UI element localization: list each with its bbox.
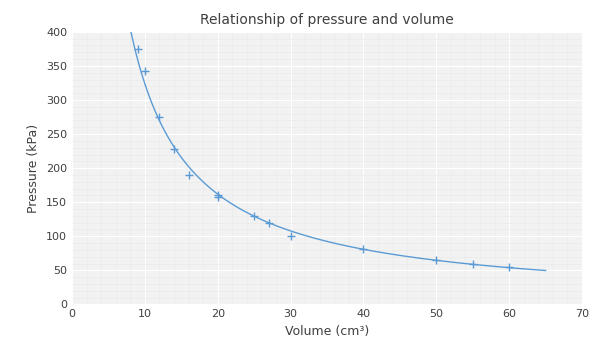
- X-axis label: Volume (cm³): Volume (cm³): [285, 325, 369, 338]
- Title: Relationship of pressure and volume: Relationship of pressure and volume: [200, 12, 454, 27]
- Y-axis label: Pressure (kPa): Pressure (kPa): [28, 124, 40, 213]
